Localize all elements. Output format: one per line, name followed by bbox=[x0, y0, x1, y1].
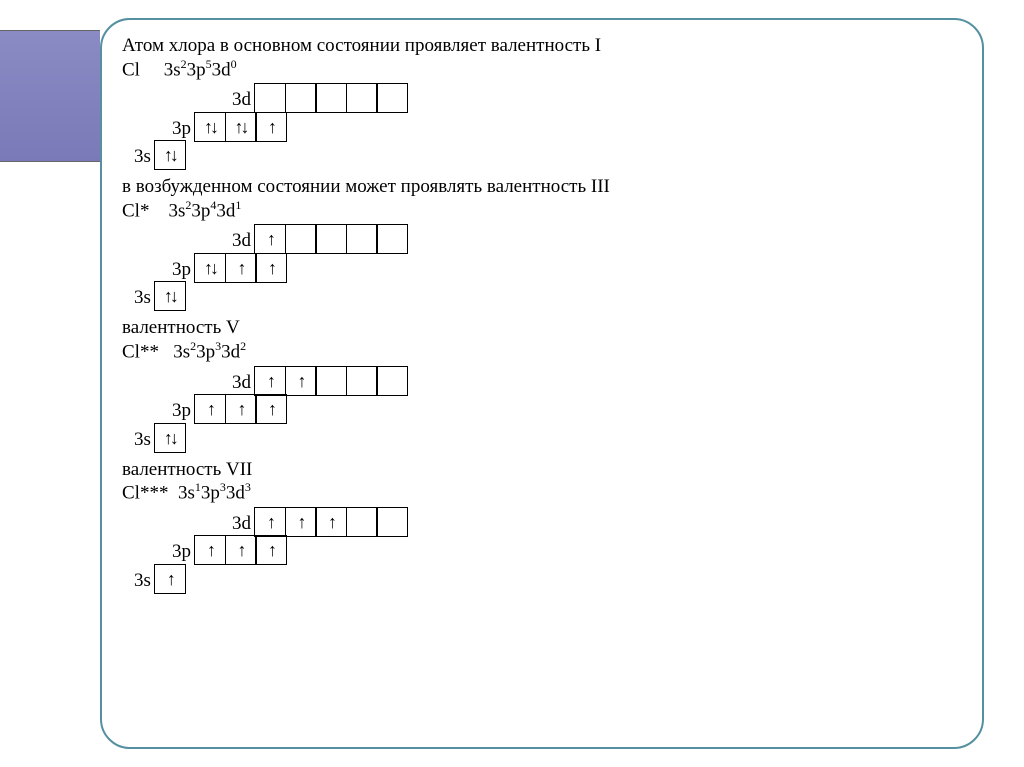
orbital-cell: ↑ bbox=[194, 535, 226, 565]
state-excited-5: валентность V Cl** 3s23p33d2 3d ↑ ↑ 3p ↑… bbox=[122, 317, 962, 452]
orbital-3s: 3s ↑↓ bbox=[134, 140, 962, 170]
state-intro: валентность V bbox=[122, 317, 962, 339]
orbital-cell bbox=[376, 224, 408, 254]
orbital-cell: ↑↓ bbox=[154, 140, 186, 170]
orbital-cell: ↑ bbox=[254, 507, 286, 537]
electron-config: Cl** 3s23p33d2 bbox=[122, 339, 962, 363]
orbital-cell: ↑ bbox=[255, 535, 287, 565]
orbital-3d: 3d bbox=[232, 83, 962, 113]
orbital-cell bbox=[285, 83, 317, 113]
orbital-cell: ↑↓ bbox=[194, 112, 226, 142]
orbital-3p: 3p ↑↓ ↑ ↑ bbox=[172, 253, 962, 283]
content-frame: Атом хлора в основном состоянии проявляе… bbox=[100, 18, 984, 749]
orbital-3p: 3p ↑↓ ↑↓ ↑ bbox=[172, 112, 962, 142]
orbital-cell bbox=[315, 366, 347, 396]
orbital-3d: 3d ↑ bbox=[232, 224, 962, 254]
state-excited-3: в возбужденном состоянии может проявлять… bbox=[122, 176, 962, 311]
orbital-cell: ↑↓ bbox=[225, 112, 257, 142]
orbital-cell: ↑ bbox=[225, 394, 257, 424]
orbital-cell: ↑ bbox=[254, 366, 286, 396]
state-ground: Атом хлора в основном состоянии проявляе… bbox=[122, 35, 962, 170]
orbital-cell: ↑ bbox=[285, 507, 317, 537]
orbital-cell: ↑↓ bbox=[194, 253, 226, 283]
orbital-3d: 3d ↑ ↑ bbox=[232, 366, 962, 396]
orbital-cell bbox=[346, 366, 378, 396]
orbital-cell bbox=[285, 224, 317, 254]
orbital-cell: ↑↓ bbox=[154, 423, 186, 453]
orbital-3p: 3p ↑ ↑ ↑ bbox=[172, 535, 962, 565]
state-excited-7: валентность VII Cl*** 3s13p33d3 3d ↑ ↑ ↑… bbox=[122, 459, 962, 594]
orbital-cell bbox=[346, 83, 378, 113]
orbital-cell: ↑ bbox=[254, 224, 286, 254]
orbital-3s: 3s ↑↓ bbox=[134, 281, 962, 311]
orbital-3d: 3d ↑ ↑ ↑ bbox=[232, 507, 962, 537]
state-intro: в возбужденном состоянии может проявлять… bbox=[122, 176, 962, 198]
orbital-cell bbox=[315, 83, 347, 113]
orbital-cell bbox=[346, 224, 378, 254]
orbital-cell: ↑ bbox=[194, 394, 226, 424]
orbital-cell: ↑ bbox=[315, 507, 347, 537]
side-purple-bar bbox=[0, 30, 100, 162]
electron-config: Cl 3s23p53d0 bbox=[122, 57, 962, 81]
orbital-cell: ↑↓ bbox=[154, 281, 186, 311]
orbital-3s: 3s ↑↓ bbox=[134, 423, 962, 453]
orbital-cell: ↑ bbox=[255, 253, 287, 283]
orbital-cell: ↑ bbox=[285, 366, 317, 396]
orbital-3s: 3s ↑ bbox=[134, 564, 962, 594]
orbital-cell bbox=[376, 83, 408, 113]
orbital-cell: ↑ bbox=[154, 564, 186, 594]
state-intro: Атом хлора в основном состоянии проявляе… bbox=[122, 35, 962, 57]
orbital-cell: ↑ bbox=[255, 112, 287, 142]
state-intro: валентность VII bbox=[122, 459, 962, 481]
orbital-cell bbox=[346, 507, 378, 537]
orbital-cell: ↑ bbox=[225, 535, 257, 565]
orbital-cell bbox=[315, 224, 347, 254]
electron-config: Cl* 3s23p43d1 bbox=[122, 198, 962, 222]
orbital-cell: ↑ bbox=[225, 253, 257, 283]
orbital-cell bbox=[376, 507, 408, 537]
electron-config: Cl*** 3s13p33d3 bbox=[122, 480, 962, 504]
orbital-3p: 3p ↑ ↑ ↑ bbox=[172, 394, 962, 424]
orbital-cell bbox=[376, 366, 408, 396]
orbital-cell: ↑ bbox=[255, 394, 287, 424]
orbital-cell bbox=[254, 83, 286, 113]
